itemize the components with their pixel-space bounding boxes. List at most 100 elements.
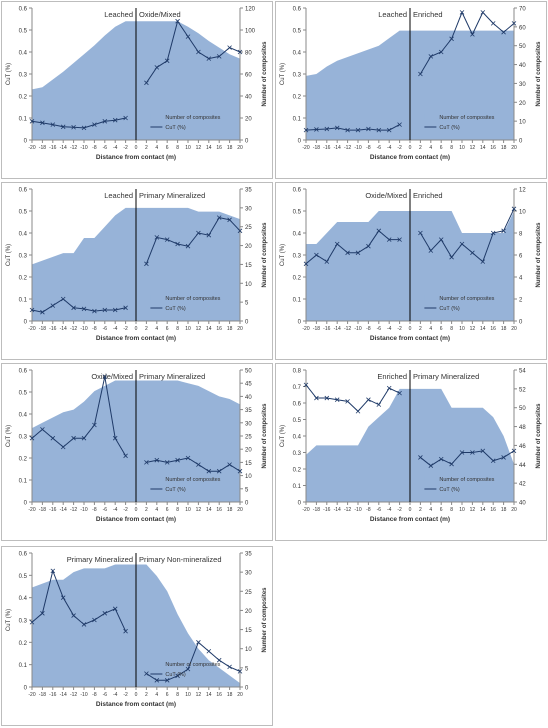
cut-point-mark [501,29,506,35]
x-tick-label: -20 [302,326,309,332]
cut-point-mark [92,617,97,623]
cut-point-mark [459,10,465,15]
cut-point-mark [60,296,66,302]
cut-left-series-line [31,376,127,457]
legend-swatch-composites [150,476,163,481]
cut-point [345,127,350,133]
y2-tick-label: 20 [245,609,252,615]
cut-point-mark [185,455,191,461]
cut-point-mark [92,422,97,428]
x-tick-label: -18 [39,326,46,332]
y2-tick-label: 100 [245,29,256,35]
y-tick-label: 0.2 [19,641,28,647]
cut-point [175,241,180,247]
x-tick-label: 10 [185,692,191,698]
cut-point [206,648,212,654]
y-tick-label: 0.5 [293,29,302,35]
cut-point-mark [334,125,340,131]
cut-point-mark [480,448,486,454]
cut-point-mark [102,374,108,379]
x-tick-label: -14 [60,692,67,698]
cut-point-mark [29,435,35,441]
legend-label: Number of composites [439,296,494,302]
legend-label: Number of composites [165,296,220,302]
x-tick-label: -14 [60,507,67,513]
y2-tick-label: 54 [519,369,526,375]
cut-point-mark [123,115,128,121]
cut-point-mark [511,206,517,212]
x-tick-label: 20 [511,326,517,332]
x-tick-label: 14 [206,692,212,698]
cut-point [60,595,66,600]
y-tick-label: 0 [24,320,28,326]
cut-point-mark [92,308,97,314]
cut-point-mark [196,462,201,467]
legend-swatch-composites [150,295,163,300]
x-tick-label: -18 [39,145,46,151]
y2-tick-label: 4 [519,276,523,282]
cut-point [50,303,56,308]
right-zone-label: Primary Mineralized [139,372,205,381]
y2-tick-label: 15 [245,628,252,634]
cut-point-mark [366,126,371,132]
cut-point-mark [237,228,243,234]
x-tick-label: -12 [70,326,77,332]
y2-tick-label: 50 [519,406,526,412]
cut-point [324,259,330,264]
cut-point [71,124,76,130]
y-tick-label: 0.2 [293,276,302,282]
x-tick-label: -12 [344,326,351,332]
cut-point [185,34,191,39]
y-axis-title: CuT (%) [6,244,12,266]
x-tick-label: -8 [92,145,97,151]
cut-point-mark [40,611,45,616]
cut-point-mark [81,435,87,441]
chart-panel-enriched-primary-mineralized: 0 0.1 0.2 0.3 0.4 0.5 0.6 0.7 0.8 40 42 44 46 48 50 52 5… [275,363,547,541]
cut-point [196,230,201,236]
cut-point-mark [397,237,402,242]
cut-point-mark [418,71,423,77]
x-tick-label: -6 [103,145,108,151]
cut-point-mark [449,254,454,260]
x-tick-label: 20 [237,692,243,698]
cut-point-mark [112,307,118,313]
x-tick-label: 14 [480,326,486,332]
x-tick-label: -14 [334,326,341,332]
x-tick-label: 4 [429,145,432,151]
legend-label: Number of composites [165,662,220,668]
cut-point [345,250,350,256]
x-tick-label: -12 [70,145,77,151]
y2-tick-label: 52 [519,387,526,393]
cut-point-mark [206,468,212,474]
cut-point [490,458,496,464]
cut-point [227,217,232,223]
y2-tick-label: 10 [245,282,252,288]
x-tick-label: 14 [480,507,486,513]
cut-point [376,402,382,407]
cut-point [490,230,496,236]
cut-point [185,455,191,461]
x-tick-label: 4 [155,507,158,513]
legend-swatch-composites [424,295,437,300]
x-tick-label: 6 [166,145,169,151]
y-tick-label: 0.1 [293,484,302,490]
y-axis-title: CuT (%) [6,609,12,631]
cut-point [144,80,149,86]
cut-point [123,115,128,121]
x-tick-label: 12 [470,145,476,151]
x-tick-label: -16 [323,507,330,513]
x-tick-label: 6 [166,507,169,513]
cut-point-mark [60,444,66,450]
cut-left-series-line [31,298,126,313]
cut-point-mark [123,453,128,459]
cut-point-mark [50,122,56,127]
x-tick-label: 6 [166,326,169,332]
y2-tick-label: 50 [519,44,526,50]
x-tick-label: 12 [196,507,202,513]
x-tick-label: -2 [397,507,402,513]
y-tick-label: 0 [298,320,302,326]
cut-point-mark [355,127,361,133]
cut-point-mark [397,122,402,127]
x-tick-label: 0 [409,145,412,151]
cut-right-series-line [145,217,241,264]
